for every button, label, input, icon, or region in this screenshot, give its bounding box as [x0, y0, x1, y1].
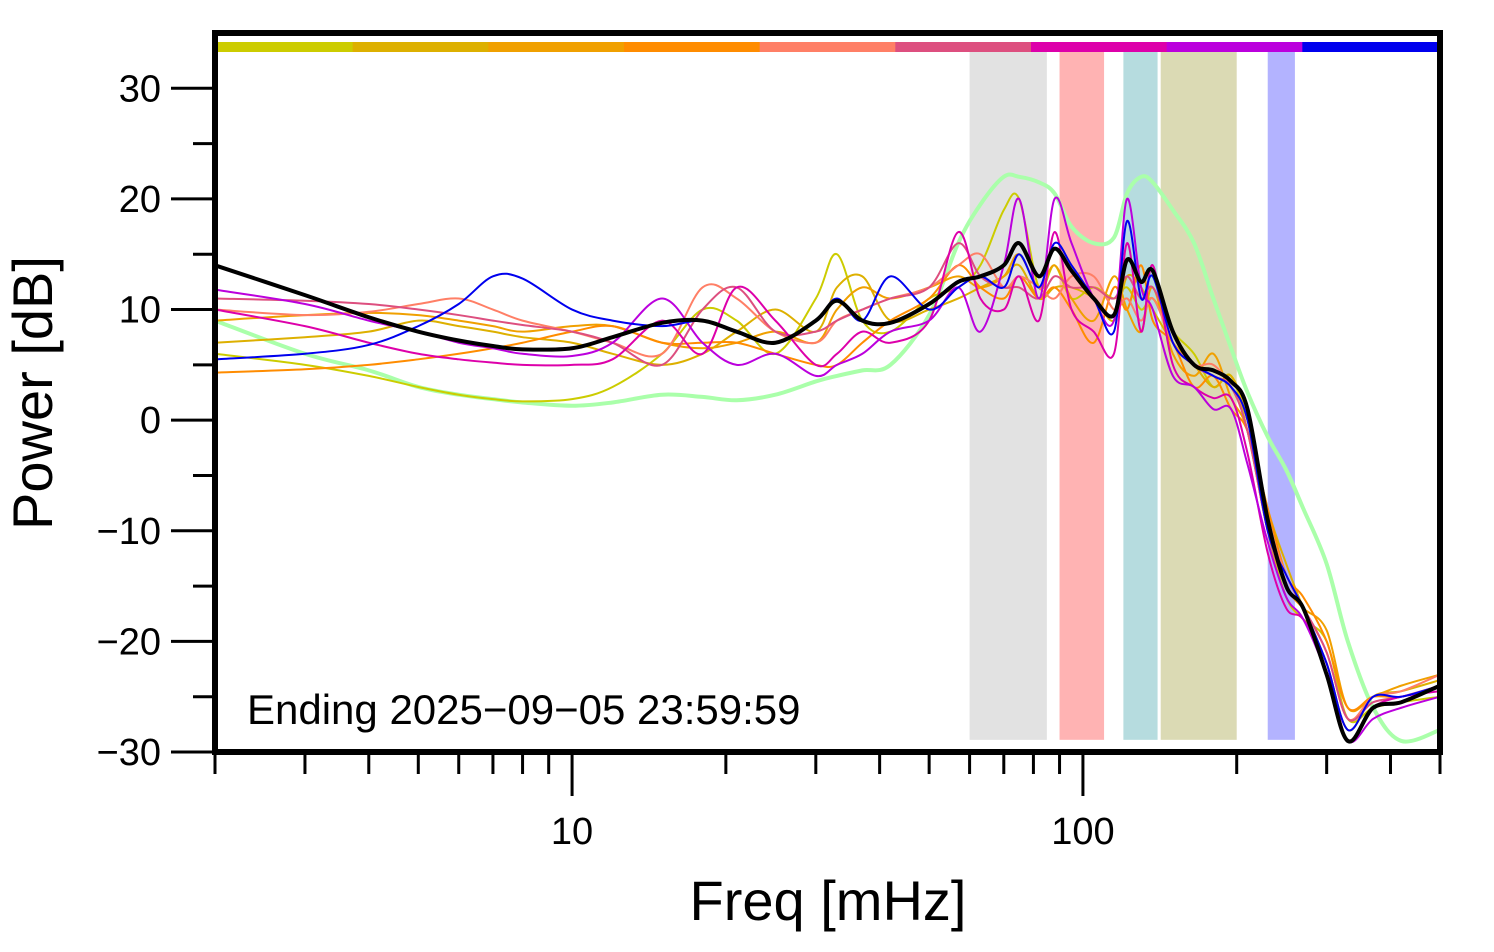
- series-line-0: [214, 172, 1441, 744]
- frequency-band: [1059, 51, 1105, 740]
- y-tick-label: −20: [97, 621, 161, 663]
- plot-frame: [212, 30, 1443, 755]
- y-tick-label: 20: [119, 179, 161, 221]
- frequency-bands: [969, 51, 1295, 740]
- y-axis-label: Power [dB]: [1, 256, 64, 530]
- series-line-7: [214, 231, 1441, 743]
- frequency-band: [969, 51, 1047, 740]
- color-bar-segment: [1031, 42, 1168, 52]
- color-bar-segment: [624, 42, 761, 52]
- y-tick-label: 30: [119, 68, 161, 110]
- y-tick-label: 0: [140, 400, 161, 442]
- color-bar-segment: [759, 42, 896, 52]
- color-bar-segment: [1166, 42, 1303, 52]
- series-line-3: [214, 253, 1441, 713]
- series-lines: [214, 172, 1441, 744]
- series-line-9: [214, 220, 1441, 732]
- color-bar-segment: [488, 42, 625, 52]
- series-line-6: [214, 242, 1441, 722]
- color-bar-segment: [217, 42, 354, 52]
- x-tick-label: 100: [1051, 811, 1114, 853]
- annotation-text: Ending 2025−09−05 23:59:59: [247, 686, 801, 733]
- y-tick-label: −10: [97, 511, 161, 553]
- color-bar: [217, 42, 1439, 52]
- series-line-8: [214, 196, 1441, 744]
- frequency-band: [1267, 51, 1295, 740]
- y-tick-label: −30: [97, 732, 161, 774]
- color-bar-segment: [1302, 42, 1439, 52]
- x-axis-label: Freq [mHz]: [690, 869, 967, 932]
- x-tick-label: 10: [551, 811, 593, 853]
- series-line-10: [214, 241, 1441, 744]
- axis-ticks: −30 −20 −10 0 10 20 30 10 100: [97, 68, 1442, 853]
- color-bar-segment: [895, 42, 1032, 52]
- frequency-band: [1123, 51, 1158, 740]
- y-tick-label: 10: [119, 290, 161, 332]
- color-bar-segment: [352, 42, 489, 52]
